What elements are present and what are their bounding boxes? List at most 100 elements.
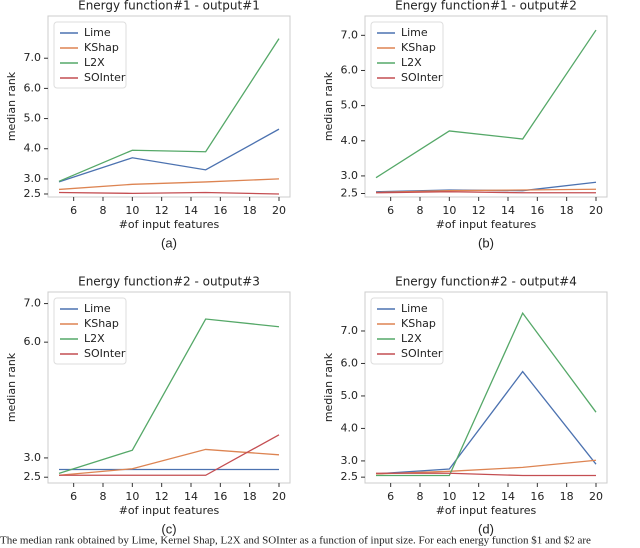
- y-tick-label: 7.0: [341, 28, 359, 41]
- y-tick-label: 3.0: [341, 169, 359, 182]
- legend-label: SOInter: [84, 71, 126, 84]
- x-tick-label: 12: [155, 490, 169, 503]
- x-tick-label: 8: [417, 204, 424, 217]
- y-tick-label: 4.0: [24, 142, 42, 155]
- y-tick-label: 7.0: [24, 297, 42, 310]
- y-tick-label: 2.5: [341, 470, 359, 483]
- x-tick-label: 8: [100, 490, 107, 503]
- y-tick-label: 5.0: [341, 99, 359, 112]
- x-tick-label: 8: [100, 204, 107, 217]
- x-tick-label: 20: [589, 490, 603, 503]
- y-tick-label: 3.0: [24, 451, 42, 464]
- y-axis-label: median rank: [322, 352, 335, 422]
- legend-label: L2X: [84, 56, 105, 69]
- y-tick-label: 4.0: [341, 134, 359, 147]
- legend-label: Lime: [84, 302, 111, 315]
- legend-label: Lime: [401, 26, 428, 39]
- x-tick-label: 14: [501, 204, 515, 217]
- series-line: [375, 188, 597, 194]
- x-tick-label: 10: [125, 490, 139, 503]
- series-line: [58, 38, 280, 182]
- legend-label: KShap: [401, 317, 436, 330]
- y-tick-label: 7.0: [24, 51, 42, 64]
- x-tick-label: 20: [272, 204, 286, 217]
- x-tick-label: 16: [213, 204, 227, 217]
- x-tick-label: 6: [70, 204, 77, 217]
- legend-label: KShap: [84, 41, 119, 54]
- x-tick-label: 18: [243, 490, 257, 503]
- y-tick-label: 5.0: [341, 389, 359, 402]
- y-tick-label: 7.0: [341, 324, 359, 337]
- series-line: [375, 29, 597, 179]
- y-tick-label: 6.0: [341, 356, 359, 369]
- panel-label: (c): [161, 521, 176, 536]
- y-tick-label: 6.0: [24, 81, 42, 94]
- legend-box: [53, 297, 127, 365]
- x-tick-label: 12: [155, 204, 169, 217]
- x-tick-label: 20: [589, 204, 603, 217]
- x-axis-label: #of input features: [119, 504, 220, 517]
- x-axis-label: #of input features: [436, 218, 537, 231]
- x-tick-label: 14: [501, 490, 515, 503]
- legend-label: SOInter: [401, 71, 443, 84]
- chart-title: Energy function#1 - output#2: [395, 0, 577, 13]
- y-tick-label: 6.0: [24, 335, 42, 348]
- legend-label: Lime: [84, 26, 111, 39]
- series-line: [58, 448, 280, 476]
- caption: The median rank obtained by Lime, Kernel…: [0, 535, 591, 547]
- x-tick-label: 16: [213, 490, 227, 503]
- x-tick-label: 14: [184, 204, 198, 217]
- y-tick-label: 2.5: [341, 186, 359, 199]
- y-axis-label: median rank: [5, 71, 18, 141]
- x-tick-label: 6: [387, 490, 394, 503]
- chart-title: Energy function#2 - output#3: [78, 275, 260, 289]
- y-tick-label: 4.0: [341, 421, 359, 434]
- legend-box: [53, 21, 127, 89]
- series-line: [58, 178, 280, 191]
- x-tick-label: 16: [530, 204, 544, 217]
- x-axis-label: #of input features: [436, 504, 537, 517]
- legend-label: Lime: [401, 302, 428, 315]
- series-line: [58, 191, 280, 195]
- x-tick-label: 20: [272, 490, 286, 503]
- legend-box: [370, 297, 444, 365]
- legend-label: L2X: [401, 56, 422, 69]
- x-tick-label: 10: [442, 490, 456, 503]
- x-axis-label: #of input features: [119, 218, 220, 231]
- x-tick-label: 10: [125, 204, 139, 217]
- y-tick-label: 3.0: [24, 172, 42, 185]
- y-tick-label: 2.5: [24, 187, 42, 200]
- y-axis-label: median rank: [322, 71, 335, 141]
- chart-title: Energy function#2 - output#4: [395, 275, 577, 289]
- x-tick-label: 6: [387, 204, 394, 217]
- series-line: [375, 191, 596, 194]
- panel-label: (a): [161, 235, 177, 250]
- x-tick-label: 10: [442, 204, 456, 217]
- y-tick-label: 3.0: [341, 454, 359, 467]
- series-line: [375, 370, 597, 475]
- legend-label: KShap: [401, 41, 436, 54]
- legend-label: SOInter: [84, 347, 126, 360]
- y-tick-label: 6.0: [341, 63, 359, 76]
- x-tick-label: 16: [530, 490, 544, 503]
- y-tick-label: 5.0: [24, 112, 42, 125]
- series-line: [376, 311, 597, 477]
- panel-label: (d): [478, 521, 494, 536]
- x-tick-label: 12: [472, 490, 486, 503]
- series-line: [58, 318, 280, 474]
- panel-label: (b): [478, 235, 494, 250]
- series-line: [58, 128, 280, 183]
- y-tick-label: 2.5: [24, 470, 42, 483]
- series-line: [59, 434, 280, 476]
- x-tick-label: 18: [560, 204, 574, 217]
- legend-label: SOInter: [401, 347, 443, 360]
- x-tick-label: 18: [243, 204, 257, 217]
- x-tick-label: 12: [472, 204, 486, 217]
- x-tick-label: 14: [184, 490, 198, 503]
- x-tick-label: 8: [417, 490, 424, 503]
- y-axis-label: median rank: [5, 352, 18, 422]
- legend-label: KShap: [84, 317, 119, 330]
- chart-title: Energy function#1 - output#1: [78, 0, 260, 13]
- legend-box: [370, 21, 444, 89]
